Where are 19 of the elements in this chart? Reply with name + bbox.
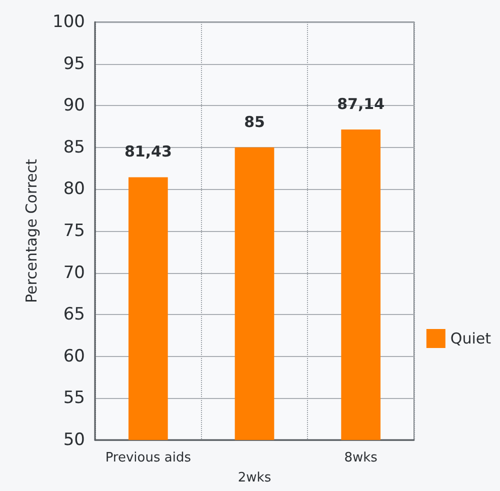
y-tick-label: 85 (63, 137, 85, 158)
y-tick-label: 70 (63, 262, 85, 283)
y-tick-label: 90 (63, 96, 85, 116)
y-tick-label: 80 (63, 179, 85, 200)
data-label: 87,14 (337, 95, 385, 114)
y-tick-label: 50 (63, 430, 85, 450)
x-tick-label: 2wks (238, 470, 272, 486)
y-tick-label: 100 (52, 12, 85, 32)
x-tick-label: 8wks (344, 450, 378, 466)
y-axis-title: Percentage Correct (22, 158, 40, 303)
y-tick-label: 60 (63, 346, 85, 366)
y-tick-label: 95 (63, 54, 85, 74)
data-label: 85 (244, 112, 265, 131)
data-label: 81,43 (124, 142, 172, 161)
x-tick-label: Previous aids (105, 450, 192, 466)
y-tick-label: 75 (63, 221, 85, 241)
y-tick-label: 55 (63, 388, 85, 408)
legend-label: Quiet (450, 330, 492, 348)
y-tick-label: 65 (63, 304, 85, 325)
